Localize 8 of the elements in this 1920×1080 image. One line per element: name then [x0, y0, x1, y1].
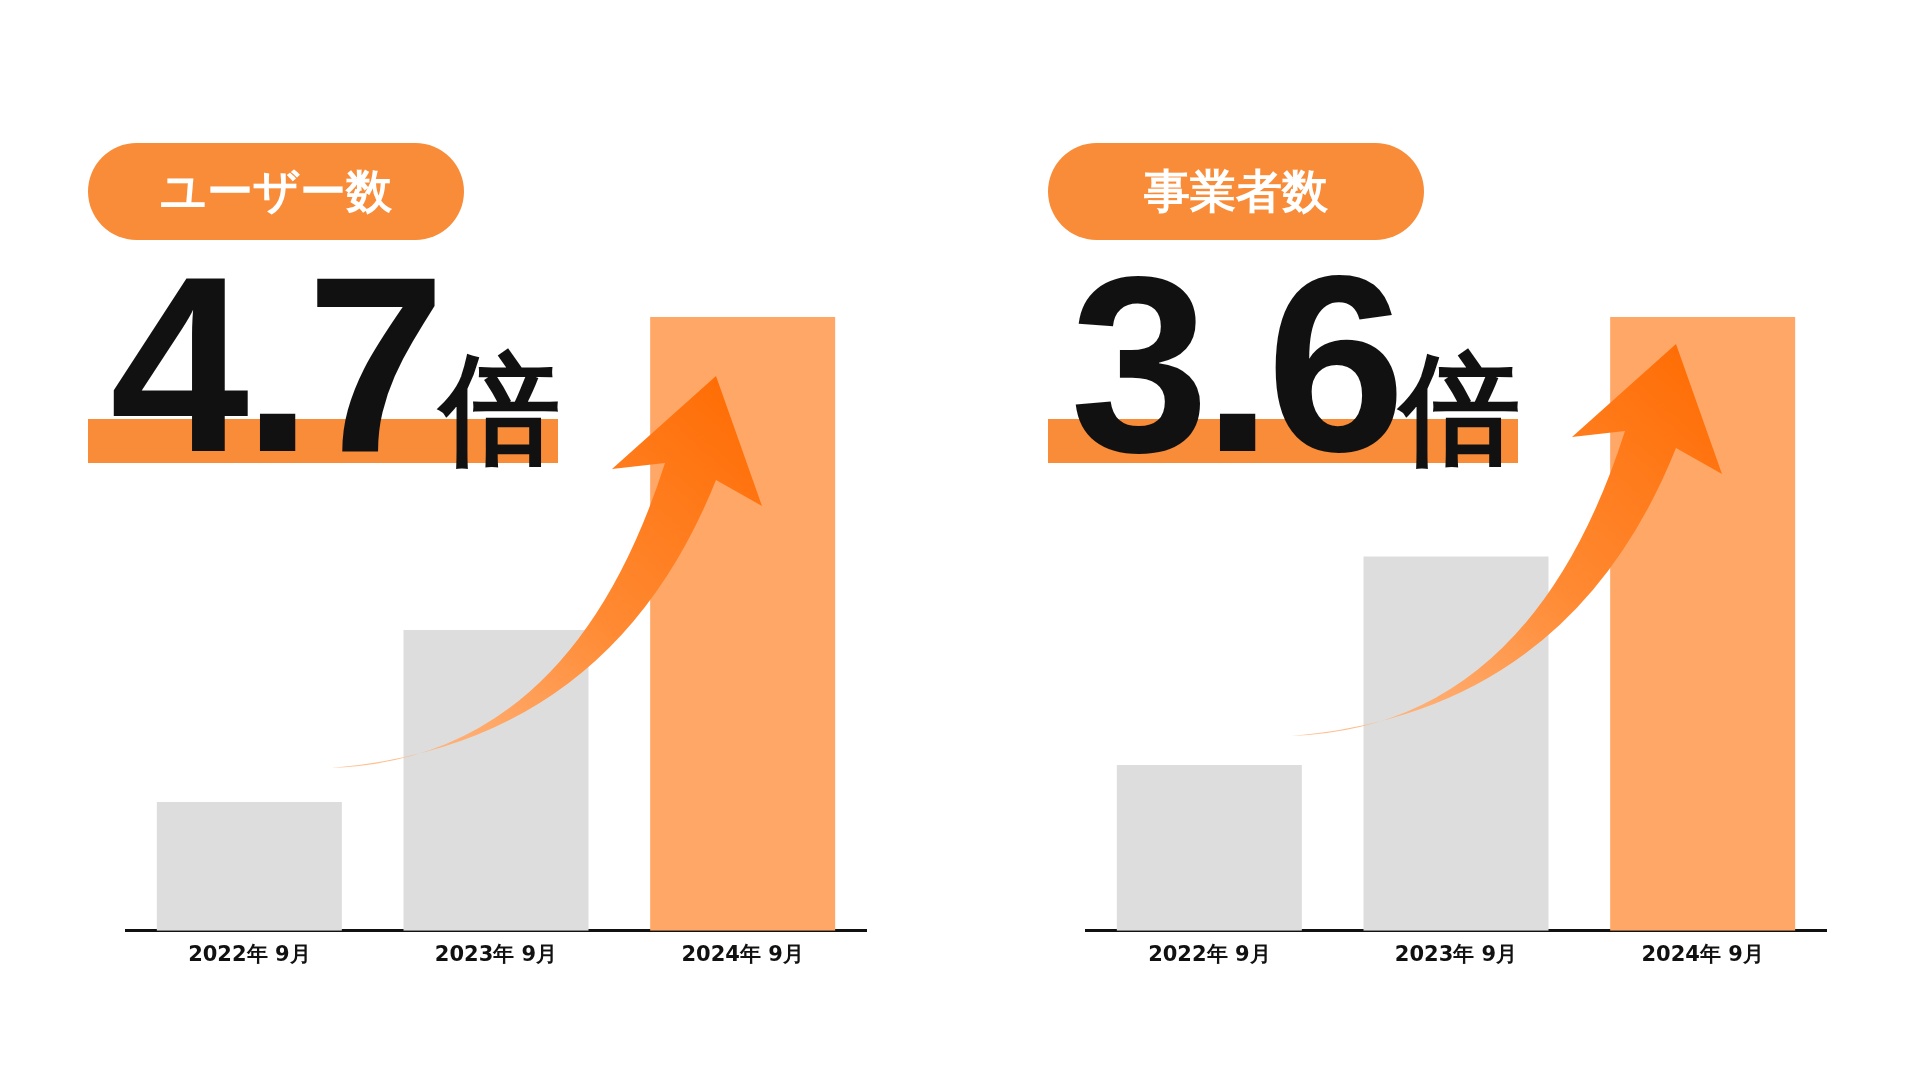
x-tick-label: 2023年 9月 — [1394, 941, 1518, 966]
x-tick-label: 2024年 9月 — [1641, 941, 1764, 966]
chart-title: 事業者数 — [1144, 163, 1328, 218]
x-tick-label: 2022年 9月 — [188, 941, 311, 966]
chart-title: ユーザー数 — [160, 163, 392, 218]
x-tick-label: 2023年 9月 — [434, 941, 558, 966]
x-tick-label: 2022年 9月 — [1148, 941, 1271, 966]
x-tick-label: 2024年 9月 — [681, 941, 804, 966]
